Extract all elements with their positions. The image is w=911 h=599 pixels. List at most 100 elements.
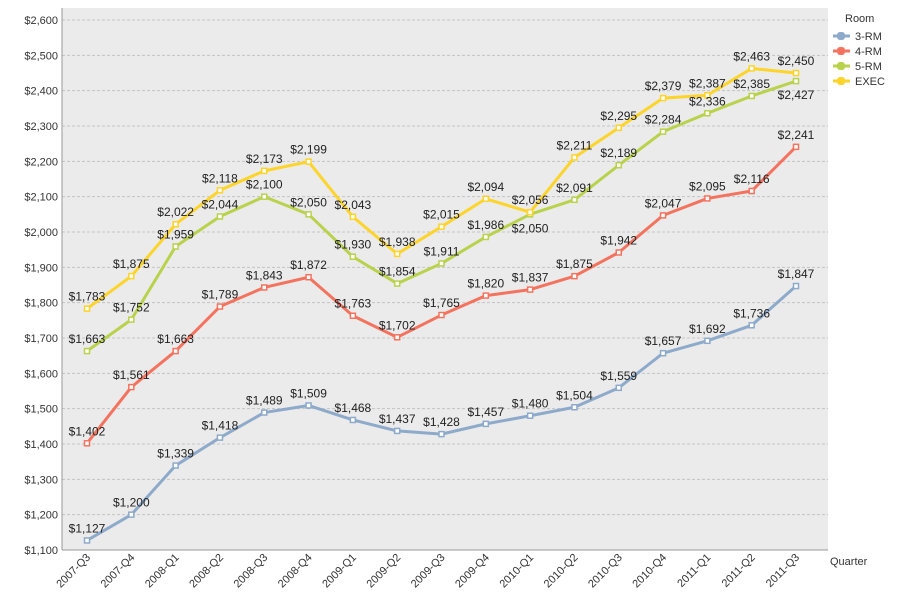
- legend-entry: 4-RM: [855, 46, 882, 58]
- legend-swatch-marker: [837, 77, 845, 85]
- data-label: $2,385: [733, 77, 770, 91]
- data-label: $1,789: [202, 288, 239, 302]
- data-label: $2,022: [157, 205, 194, 219]
- data-label: $1,765: [423, 296, 460, 310]
- data-point: [128, 383, 135, 391]
- data-label: $2,241: [778, 128, 815, 142]
- data-point: [571, 404, 578, 411]
- data-point: [83, 305, 91, 312]
- data-point: [83, 347, 91, 355]
- y-tick-label: $1,600: [24, 368, 58, 380]
- data-point: [393, 334, 401, 341]
- x-tick-label: 2011-Q1: [675, 552, 713, 590]
- data-label: $2,118: [202, 171, 238, 185]
- data-label: $1,820: [467, 277, 504, 291]
- data-label: $1,663: [69, 332, 106, 346]
- data-point: [615, 249, 622, 256]
- data-label: $1,428: [423, 415, 460, 429]
- y-tick-label: $2,200: [24, 156, 58, 168]
- data-label: $2,015: [423, 208, 460, 222]
- data-label: $1,986: [467, 218, 504, 232]
- data-point: [305, 273, 312, 281]
- data-point: [571, 196, 578, 204]
- data-point: [349, 253, 357, 260]
- data-point: [659, 128, 667, 135]
- data-point: [128, 511, 135, 518]
- data-point: [792, 282, 800, 290]
- data-point: [482, 195, 490, 203]
- data-label: $1,480: [512, 397, 549, 411]
- y-tick-label: $2,600: [24, 15, 58, 27]
- x-tick-label: 2008-Q3: [232, 552, 271, 591]
- data-point: [305, 402, 312, 409]
- data-label: $1,127: [69, 521, 106, 535]
- x-tick-label: 2008-Q2: [187, 552, 226, 591]
- legend-entry: 3-RM: [855, 31, 882, 43]
- data-point: [216, 434, 224, 441]
- x-tick-label: 2009-Q3: [409, 552, 448, 591]
- y-tick-label: $2,000: [24, 227, 58, 239]
- data-point: [659, 349, 667, 357]
- y-tick-label: $1,300: [24, 474, 58, 486]
- data-point: [172, 220, 179, 228]
- data-point: [526, 208, 534, 216]
- data-label: $2,211: [557, 138, 593, 152]
- data-label: $2,056: [512, 193, 549, 207]
- legend-swatch-marker: [837, 32, 845, 40]
- x-tick-label: 2007-Q3: [54, 552, 93, 591]
- data-label: $2,116: [734, 172, 770, 186]
- data-label: $2,050: [512, 221, 549, 235]
- data-label: $1,752: [113, 301, 150, 315]
- data-point: [393, 280, 401, 287]
- data-point: [704, 92, 711, 99]
- legend-swatch-marker: [837, 47, 845, 55]
- x-tick-label: 2008-Q1: [143, 552, 182, 591]
- data-label: $2,189: [600, 146, 637, 160]
- data-label: $1,339: [157, 447, 194, 461]
- data-point: [792, 77, 800, 85]
- x-tick-label: 2009-Q1: [320, 552, 359, 591]
- y-tick-label: $1,900: [24, 262, 58, 274]
- data-point: [748, 322, 755, 329]
- data-point: [438, 430, 445, 438]
- y-tick-label: $2,500: [24, 50, 58, 62]
- data-label: $2,095: [689, 179, 726, 193]
- data-point: [261, 193, 268, 200]
- x-tick-label: 2009-Q4: [453, 552, 492, 591]
- data-point: [659, 212, 667, 219]
- data-point: [792, 69, 800, 77]
- x-tick-label: 2010-Q3: [586, 552, 625, 591]
- data-point: [261, 167, 268, 175]
- data-point: [393, 427, 401, 435]
- y-tick-label: $1,100: [24, 545, 58, 557]
- data-point: [83, 440, 91, 447]
- data-point: [482, 420, 490, 428]
- x-tick-label: 2010-Q4: [630, 552, 669, 591]
- data-point: [438, 260, 445, 267]
- data-point: [216, 303, 224, 310]
- data-label: $1,657: [645, 334, 682, 348]
- data-point: [128, 272, 135, 280]
- data-point: [172, 243, 179, 250]
- data-label: $1,847: [778, 267, 815, 281]
- data-label: $1,418: [202, 419, 239, 433]
- data-label: $1,489: [246, 394, 283, 408]
- data-label: $2,450: [778, 54, 815, 68]
- data-point: [128, 316, 135, 323]
- data-point: [571, 154, 578, 161]
- data-label: $2,463: [733, 49, 770, 63]
- x-tick-label: 2007-Q4: [99, 552, 138, 591]
- data-label: $2,379: [645, 79, 682, 93]
- x-tick-label: 2010-Q2: [542, 552, 581, 591]
- data-point: [748, 187, 755, 195]
- data-label: $1,837: [512, 271, 549, 285]
- data-point: [261, 284, 268, 291]
- y-tick-label: $1,700: [24, 333, 58, 345]
- plot-area: [62, 8, 828, 550]
- data-label: $2,387: [689, 76, 726, 90]
- data-point: [172, 347, 179, 355]
- data-point: [659, 94, 667, 102]
- data-label: $1,559: [600, 369, 637, 383]
- data-label: $2,284: [645, 113, 682, 127]
- y-tick-label: $2,100: [24, 192, 58, 204]
